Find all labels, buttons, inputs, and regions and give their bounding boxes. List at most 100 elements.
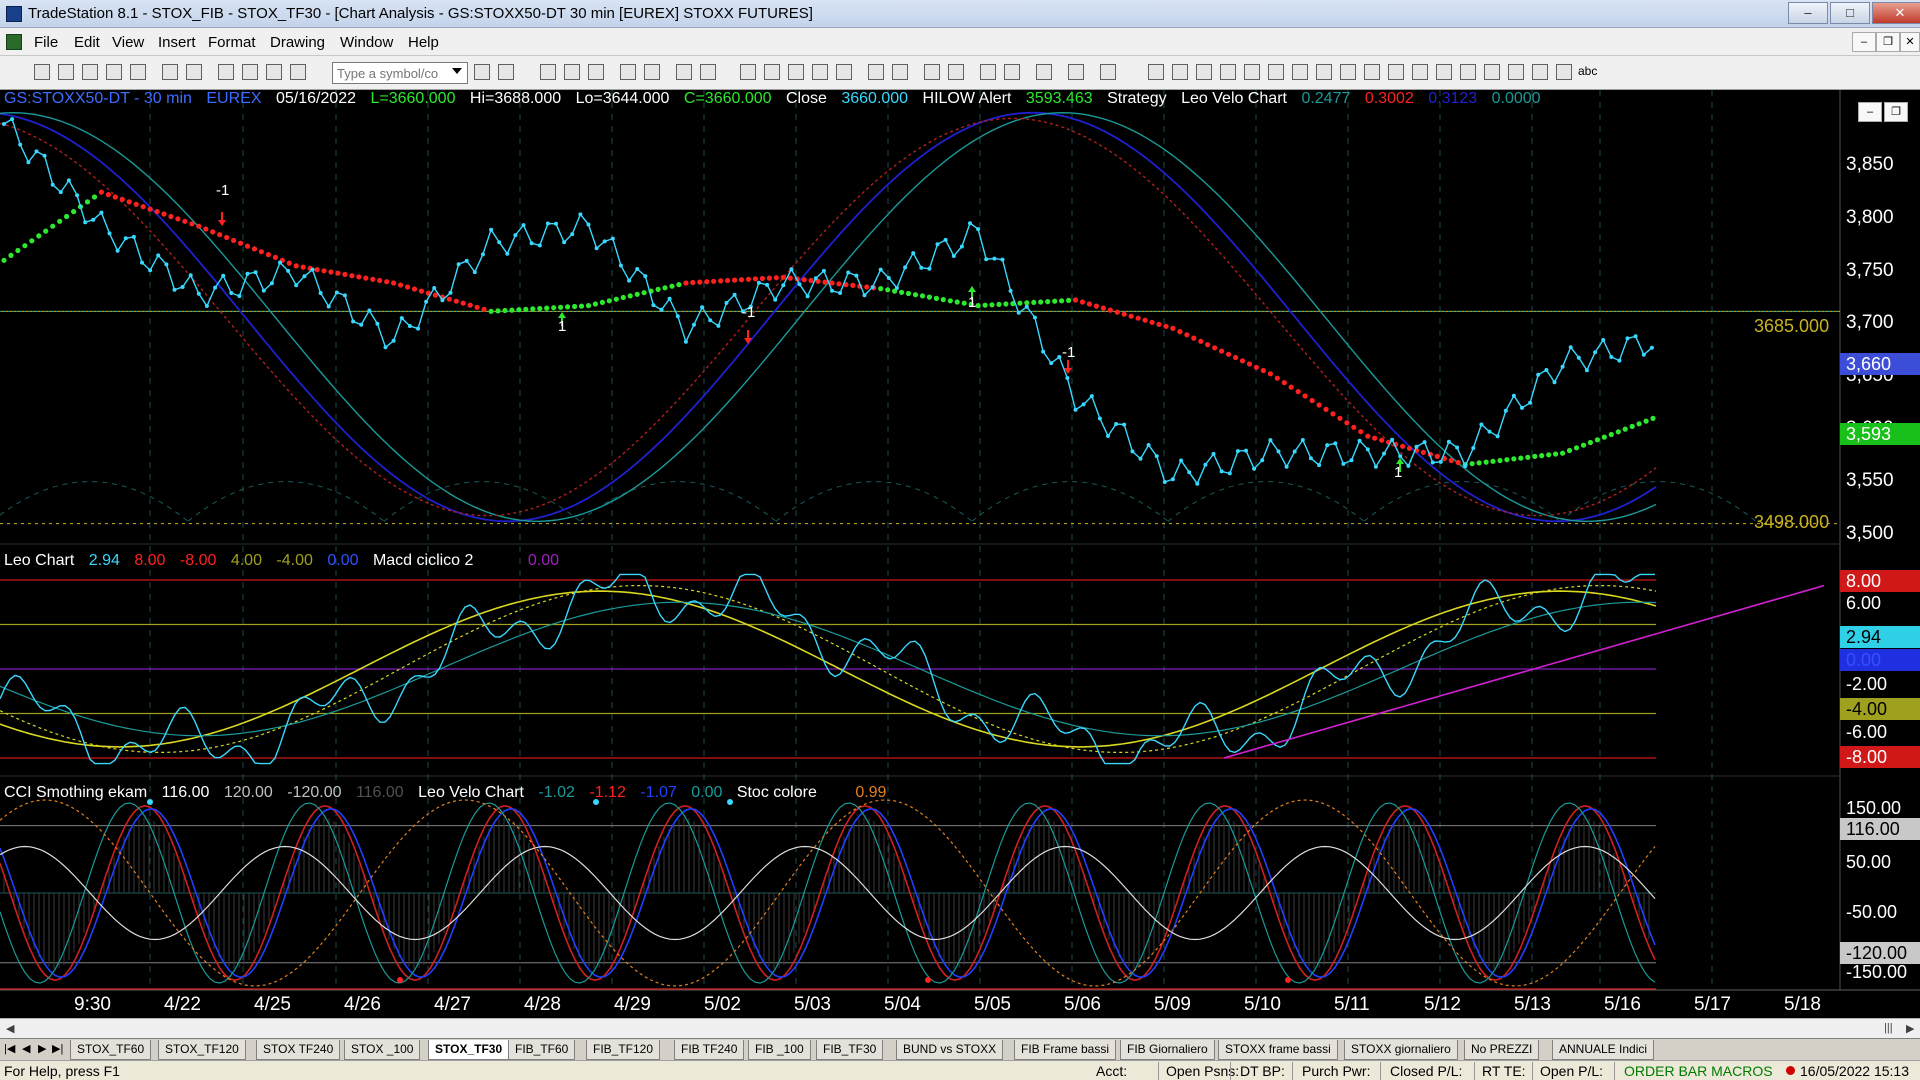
zoom-in-icon[interactable] [924,64,940,80]
free-line-icon[interactable] [1460,64,1476,80]
menu-view[interactable]: View [112,34,145,51]
lock-icon[interactable] [266,64,282,80]
minimize-button[interactable]: – [1788,2,1828,24]
tab-last-icon[interactable]: ▶| [52,1043,64,1055]
chart-icon[interactable] [218,64,234,80]
chart-canvas[interactable] [0,90,1920,1018]
ellipse-icon[interactable] [1532,64,1548,80]
print-preview-icon[interactable] [162,64,178,80]
text-box-icon[interactable] [1220,64,1236,80]
menu-help[interactable]: Help [408,34,439,51]
time-icon[interactable] [740,64,756,80]
scroll-right-icon[interactable]: ▶ [1906,1023,1915,1035]
symbol-lookup-icon[interactable] [498,64,514,80]
bars-icon[interactable] [812,64,828,80]
tab-stoxx-frame-bassi[interactable]: STOXX frame bassi [1218,1040,1338,1060]
arrows-icon[interactable] [1364,64,1380,80]
format-symbol-icon[interactable] [540,64,556,80]
menu-edit[interactable]: Edit [74,34,100,51]
symbol-input[interactable] [332,62,468,84]
copy-icon[interactable] [644,64,660,80]
tab-first-icon[interactable]: |◀ [4,1043,16,1055]
pencil-icon[interactable] [1436,64,1452,80]
chart-minimize-button[interactable]: – [1858,102,1882,122]
tab-fib-tf240[interactable]: FIB TF240 [674,1040,745,1060]
channel-icon[interactable] [1292,64,1308,80]
insert-indicator-icon[interactable] [564,64,580,80]
zoom-out-icon[interactable] [948,64,964,80]
window-link-icon[interactable] [700,64,716,80]
tab-annuale-indici[interactable]: ANNUALE Indici [1552,1040,1655,1060]
tab-stoxx-giornaliero[interactable]: STOXX giornaliero [1344,1040,1458,1060]
maximize-button[interactable]: □ [1830,2,1870,24]
tab-stox-tf30[interactable]: STOX_TF30 [428,1040,510,1060]
chart-restore-button[interactable]: ❐ [1884,102,1908,122]
tab-fib-tf120[interactable]: FIB_TF120 [586,1040,661,1060]
dimmed-icon[interactable] [1100,64,1116,80]
new-file-icon[interactable] [34,64,50,80]
tab-fib-frame-bassi[interactable]: FIB Frame bassi [1014,1040,1117,1060]
workspace-icon[interactable] [130,64,146,80]
fib-icon[interactable] [1244,64,1260,80]
tab-fib-tf30[interactable]: FIB_TF30 [816,1040,884,1060]
tab-stox-tf240[interactable]: STOX TF240 [256,1040,341,1060]
regression-icon[interactable] [1316,64,1332,80]
chart-area[interactable]: GS:STOXX50-DT - 30 min EUREX 05/16/2022 … [0,90,1920,1018]
save-all-icon[interactable] [106,64,122,80]
radar-icon[interactable] [242,64,258,80]
trendline-icon[interactable] [1148,64,1164,80]
scroll-left-icon[interactable]: ◀ [6,1023,15,1035]
sell-arrow-icon[interactable] [1508,64,1524,80]
chevron-down-icon[interactable] [452,68,462,74]
candle-icon[interactable] [788,64,804,80]
bars-alt-icon[interactable] [836,64,852,80]
data-window-icon[interactable] [620,64,636,80]
tab-stox-tf60[interactable]: STOX_TF60 [70,1040,152,1060]
scroll-thumb[interactable]: ||| [1884,1022,1893,1034]
gann-icon[interactable] [1268,64,1284,80]
tab-bund-vs-stoxx[interactable]: BUND vs STOXX [896,1040,1004,1060]
horizontal-scrollbar[interactable]: ◀ ||| ▶ [0,1018,1920,1038]
horizontal-line-icon[interactable] [1172,64,1188,80]
pointer-icon[interactable] [980,64,996,80]
text-draw-tool[interactable]: abc [1578,64,1598,78]
menu-format[interactable]: Format [208,34,256,51]
buy-arrow-icon[interactable] [1484,64,1500,80]
arc-icon[interactable] [1412,64,1428,80]
tab-prev-icon[interactable]: ◀ [22,1043,31,1055]
chart-window-icon[interactable] [6,34,22,50]
wave-icon[interactable] [1388,64,1404,80]
mdi-restore-button[interactable]: ❐ [1876,32,1900,52]
mdi-minimize-button[interactable]: – [1852,32,1876,52]
crosshair-icon[interactable] [1004,64,1020,80]
tab-stox-100[interactable]: STOX _100 [344,1040,421,1060]
bar-chart-icon[interactable] [676,64,692,80]
tab-fib-100[interactable]: FIB _100 [748,1040,811,1060]
go-arrow-icon[interactable] [474,64,490,80]
colors-icon[interactable] [764,64,780,80]
tab-next-icon[interactable]: ▶ [38,1043,47,1055]
tools-icon[interactable] [1036,64,1052,80]
order-bar-status[interactable]: ORDER BAR MACROS [1624,1063,1773,1079]
speedline-icon[interactable] [1340,64,1356,80]
menu-file[interactable]: File [34,34,59,51]
compress-icon[interactable] [868,64,884,80]
page-icon[interactable] [1068,64,1084,80]
menu-window[interactable]: Window [340,34,394,51]
print-icon[interactable] [186,64,202,80]
tab-no-prezzi[interactable]: No PREZZI [1464,1040,1540,1060]
tab-fib-tf60[interactable]: FIB_TF60 [508,1040,576,1060]
menu-insert[interactable]: Insert [158,34,196,51]
open-icon[interactable] [58,64,74,80]
menu-drawing[interactable]: Drawing [270,34,326,51]
save-icon[interactable] [82,64,98,80]
insert-strategy-icon[interactable] [588,64,604,80]
rectangle-icon[interactable] [1556,64,1572,80]
expand-icon[interactable] [892,64,908,80]
close-button[interactable]: ✕ [1872,2,1920,24]
tab-fib-giornaliero[interactable]: FIB Giornaliero [1120,1040,1215,1060]
mdi-close-button[interactable]: ✕ [1900,32,1920,52]
order-icon[interactable] [290,64,306,80]
vertical-line-icon[interactable] [1196,64,1212,80]
tab-stox-tf120[interactable]: STOX_TF120 [158,1040,246,1060]
